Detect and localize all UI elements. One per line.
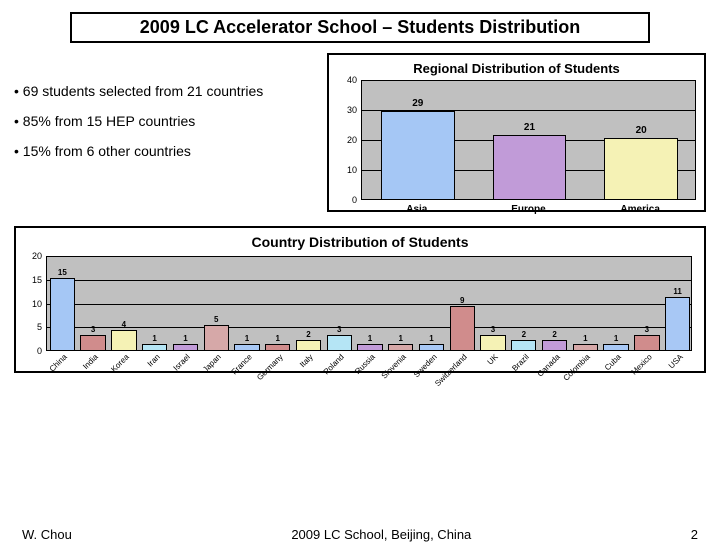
country-bar: 3 xyxy=(634,335,659,351)
country-xlabel: Germany xyxy=(253,351,284,382)
regional-xlabel: Europe xyxy=(473,200,585,215)
country-xlabel: Poland xyxy=(321,351,346,376)
bullet-list: • 69 students selected from 21 countries… xyxy=(14,53,319,212)
country-bar: 3 xyxy=(80,335,105,351)
country-bar: 1 xyxy=(573,344,598,351)
country-bar: 4 xyxy=(111,330,136,351)
country-bar: 1 xyxy=(142,344,167,351)
page-title: 2009 LC Accelerator School – Students Di… xyxy=(70,12,650,43)
country-bar-value: 1 xyxy=(235,334,258,343)
country-xlabel: Japan xyxy=(200,351,223,374)
country-bar-value: 2 xyxy=(543,330,566,339)
country-bar-value: 15 xyxy=(51,268,74,277)
regional-ytick: 10 xyxy=(341,165,357,175)
country-bar-value: 1 xyxy=(174,334,197,343)
country-bar-value: 3 xyxy=(635,325,658,334)
regional-bar-value: 21 xyxy=(494,122,565,133)
country-bar: 5 xyxy=(204,325,229,351)
regional-ytick: 20 xyxy=(341,135,357,145)
regional-bar-value: 29 xyxy=(382,98,453,109)
country-bar: 2 xyxy=(296,340,321,352)
country-ytick: 5 xyxy=(26,322,42,332)
country-xlabel: India xyxy=(80,351,100,371)
country-xlabel: Brazil xyxy=(509,351,531,373)
regional-chart-box: Regional Distribution of Students 010203… xyxy=(327,53,706,212)
country-bar-value: 1 xyxy=(358,334,381,343)
bullet-item: • 69 students selected from 21 countries xyxy=(14,83,319,99)
country-bar-value: 1 xyxy=(389,334,412,343)
country-bar: 1 xyxy=(234,344,259,351)
regional-bar: 29 xyxy=(381,111,454,200)
country-bar-value: 3 xyxy=(481,325,504,334)
country-bar: 2 xyxy=(511,340,536,352)
regional-bar-value: 20 xyxy=(605,125,676,136)
country-bar: 9 xyxy=(450,306,475,351)
country-bar-value: 2 xyxy=(512,330,535,339)
country-xlabel: Switzerland xyxy=(432,351,469,388)
upper-section: • 69 students selected from 21 countries… xyxy=(14,53,706,212)
country-bar-value: 9 xyxy=(451,296,474,305)
country-bar: 3 xyxy=(327,335,352,351)
country-bar-value: 2 xyxy=(297,330,320,339)
regional-xlabel: America xyxy=(584,200,696,215)
country-ytick: 20 xyxy=(26,251,42,261)
country-xlabel: Iran xyxy=(144,351,162,369)
country-xlabel: China xyxy=(47,351,70,374)
country-chart-title: Country Distribution of Students xyxy=(24,234,696,250)
country-bar-value: 1 xyxy=(604,334,627,343)
country-xlabel: Colombia xyxy=(560,351,592,383)
country-bar: 11 xyxy=(665,297,690,351)
country-xlabel: Korea xyxy=(108,351,131,374)
country-bar-value: 5 xyxy=(205,315,228,324)
country-ytick: 10 xyxy=(26,299,42,309)
country-xlabel: Canada xyxy=(534,351,562,379)
country-bar-value: 1 xyxy=(574,334,597,343)
country-bar-value: 11 xyxy=(666,287,689,296)
country-bar: 15 xyxy=(50,278,75,351)
country-bar-value: 1 xyxy=(143,334,166,343)
country-xlabel: France xyxy=(228,351,253,376)
country-xlabel: Israel xyxy=(171,351,193,373)
country-chart-box: Country Distribution of Students 0510152… xyxy=(14,226,706,373)
country-bar: 1 xyxy=(265,344,290,351)
bullet-item: • 15% from 6 other countries xyxy=(14,143,319,159)
regional-xlabel: Asia xyxy=(361,200,473,215)
country-xlabel: USA xyxy=(665,351,684,370)
regional-ytick: 30 xyxy=(341,105,357,115)
country-bar: 3 xyxy=(480,335,505,351)
country-bar: 2 xyxy=(542,340,567,352)
country-bar-value: 3 xyxy=(81,325,104,334)
regional-ytick: 0 xyxy=(341,195,357,205)
country-xlabel: Cuba xyxy=(602,351,623,372)
country-bar-value: 3 xyxy=(328,325,351,334)
regional-chart-plot: 01020304029Asia21Europe20America xyxy=(361,80,696,200)
country-bar: 1 xyxy=(603,344,628,351)
country-xlabel: Mexico xyxy=(628,351,654,377)
country-bar: 1 xyxy=(388,344,413,351)
country-bar-value: 1 xyxy=(266,334,289,343)
country-xlabel: Sweden xyxy=(410,351,438,379)
regional-ytick: 40 xyxy=(341,75,357,85)
country-bar-value: 1 xyxy=(420,334,443,343)
country-xlabel: Italy xyxy=(297,351,315,369)
regional-bar: 20 xyxy=(604,138,677,200)
country-ytick: 0 xyxy=(26,346,42,356)
country-bar-value: 4 xyxy=(112,320,135,329)
bullet-item: • 85% from 15 HEP countries xyxy=(14,113,319,129)
country-bar: 1 xyxy=(357,344,382,351)
country-xlabel: UK xyxy=(484,351,500,367)
regional-bar: 21 xyxy=(493,135,566,200)
country-chart-plot: 0510152015China3India4Korea1Iran1Israel5… xyxy=(46,256,692,351)
country-bar: 1 xyxy=(173,344,198,351)
regional-chart-title: Regional Distribution of Students xyxy=(337,61,696,76)
country-bar: 1 xyxy=(419,344,444,351)
country-xlabel: Slovenia xyxy=(378,351,407,380)
country-ytick: 15 xyxy=(26,275,42,285)
country-xlabel: Russia xyxy=(352,351,377,376)
